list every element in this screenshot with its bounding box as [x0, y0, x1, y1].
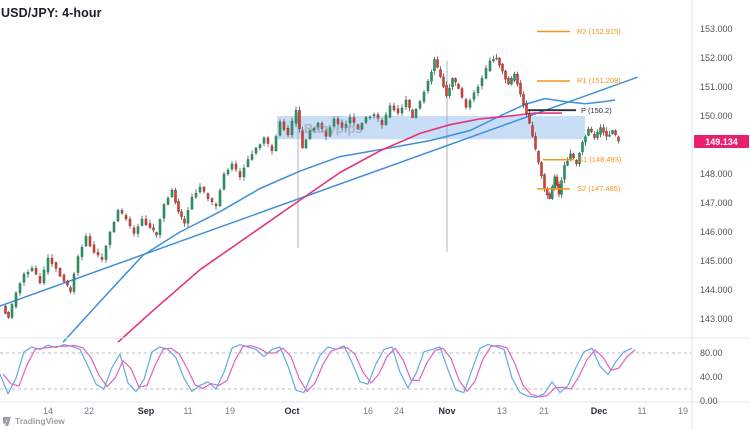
time-axis-label: 14: [42, 406, 53, 416]
candlesticks: [4, 53, 620, 320]
time-axis-label: 16: [362, 406, 373, 416]
time-axis-label: 19: [224, 406, 235, 416]
rising-trendline[interactable]: [0, 76, 638, 307]
price-axis-label: 153.000: [700, 24, 733, 34]
last-price-value: 149.134: [705, 136, 738, 147]
time-axis-label: 22: [83, 406, 94, 416]
price-axis-label: 152.000: [700, 53, 733, 63]
time-axis-label: 21: [538, 406, 549, 416]
tradingview-logo-text: TradingView: [15, 416, 65, 426]
tradingview-logo-icon: [3, 416, 11, 426]
symbol-title: USD/JPY: 4-hour: [1, 6, 102, 20]
price-axis-label: 147.000: [700, 198, 733, 208]
time-axis-label: 11: [183, 406, 193, 416]
time-axis[interactable]: 14 22 Sep 11 19 Oct 16 24 Nov 13 21 Dec 11 19: [0, 403, 692, 419]
pink-moving-average[interactable]: [117, 112, 562, 343]
time-axis-label: Oct: [284, 406, 300, 416]
last-price-badge: 149.134: [694, 135, 749, 148]
blue-moving-average[interactable]: [62, 97, 616, 343]
price-axis-label: 146.000: [700, 227, 733, 237]
time-axis-label: 13: [496, 406, 507, 416]
time-axis-label: Nov: [438, 406, 456, 416]
price-axis-label: 148.000: [700, 169, 733, 179]
stoch-axis-label: 80.00: [700, 348, 723, 358]
time-axis-label: Dec: [590, 406, 608, 416]
stoch-axis[interactable]: 80.00 40.00 0.00: [692, 0, 750, 430]
stoch-axis-label: 0.00: [700, 396, 718, 406]
time-axis-label: 24: [393, 406, 404, 416]
price-axis-label: 144.000: [700, 285, 733, 295]
time-axis-label: Sep: [137, 406, 155, 416]
price-axis-label: 143.000: [700, 314, 733, 324]
tradingview-logo[interactable]: TradingView: [3, 416, 65, 426]
price-axis-label: 150.000: [700, 111, 733, 121]
stoch-k-line: [0, 344, 633, 398]
stoch-d-line: [2, 344, 636, 398]
time-axis-label: 19: [677, 406, 688, 416]
price-axis-label: 151.000: [700, 82, 733, 92]
time-axis-label: 11: [637, 406, 647, 416]
babypips-watermark: Babypips: [304, 121, 363, 136]
stoch-axis-label: 40.00: [700, 372, 723, 382]
price-axis[interactable]: 153.000 152.000 151.000 150.000 148.000 147.0…: [692, 0, 750, 430]
price-axis-label: 145.000: [700, 256, 733, 266]
